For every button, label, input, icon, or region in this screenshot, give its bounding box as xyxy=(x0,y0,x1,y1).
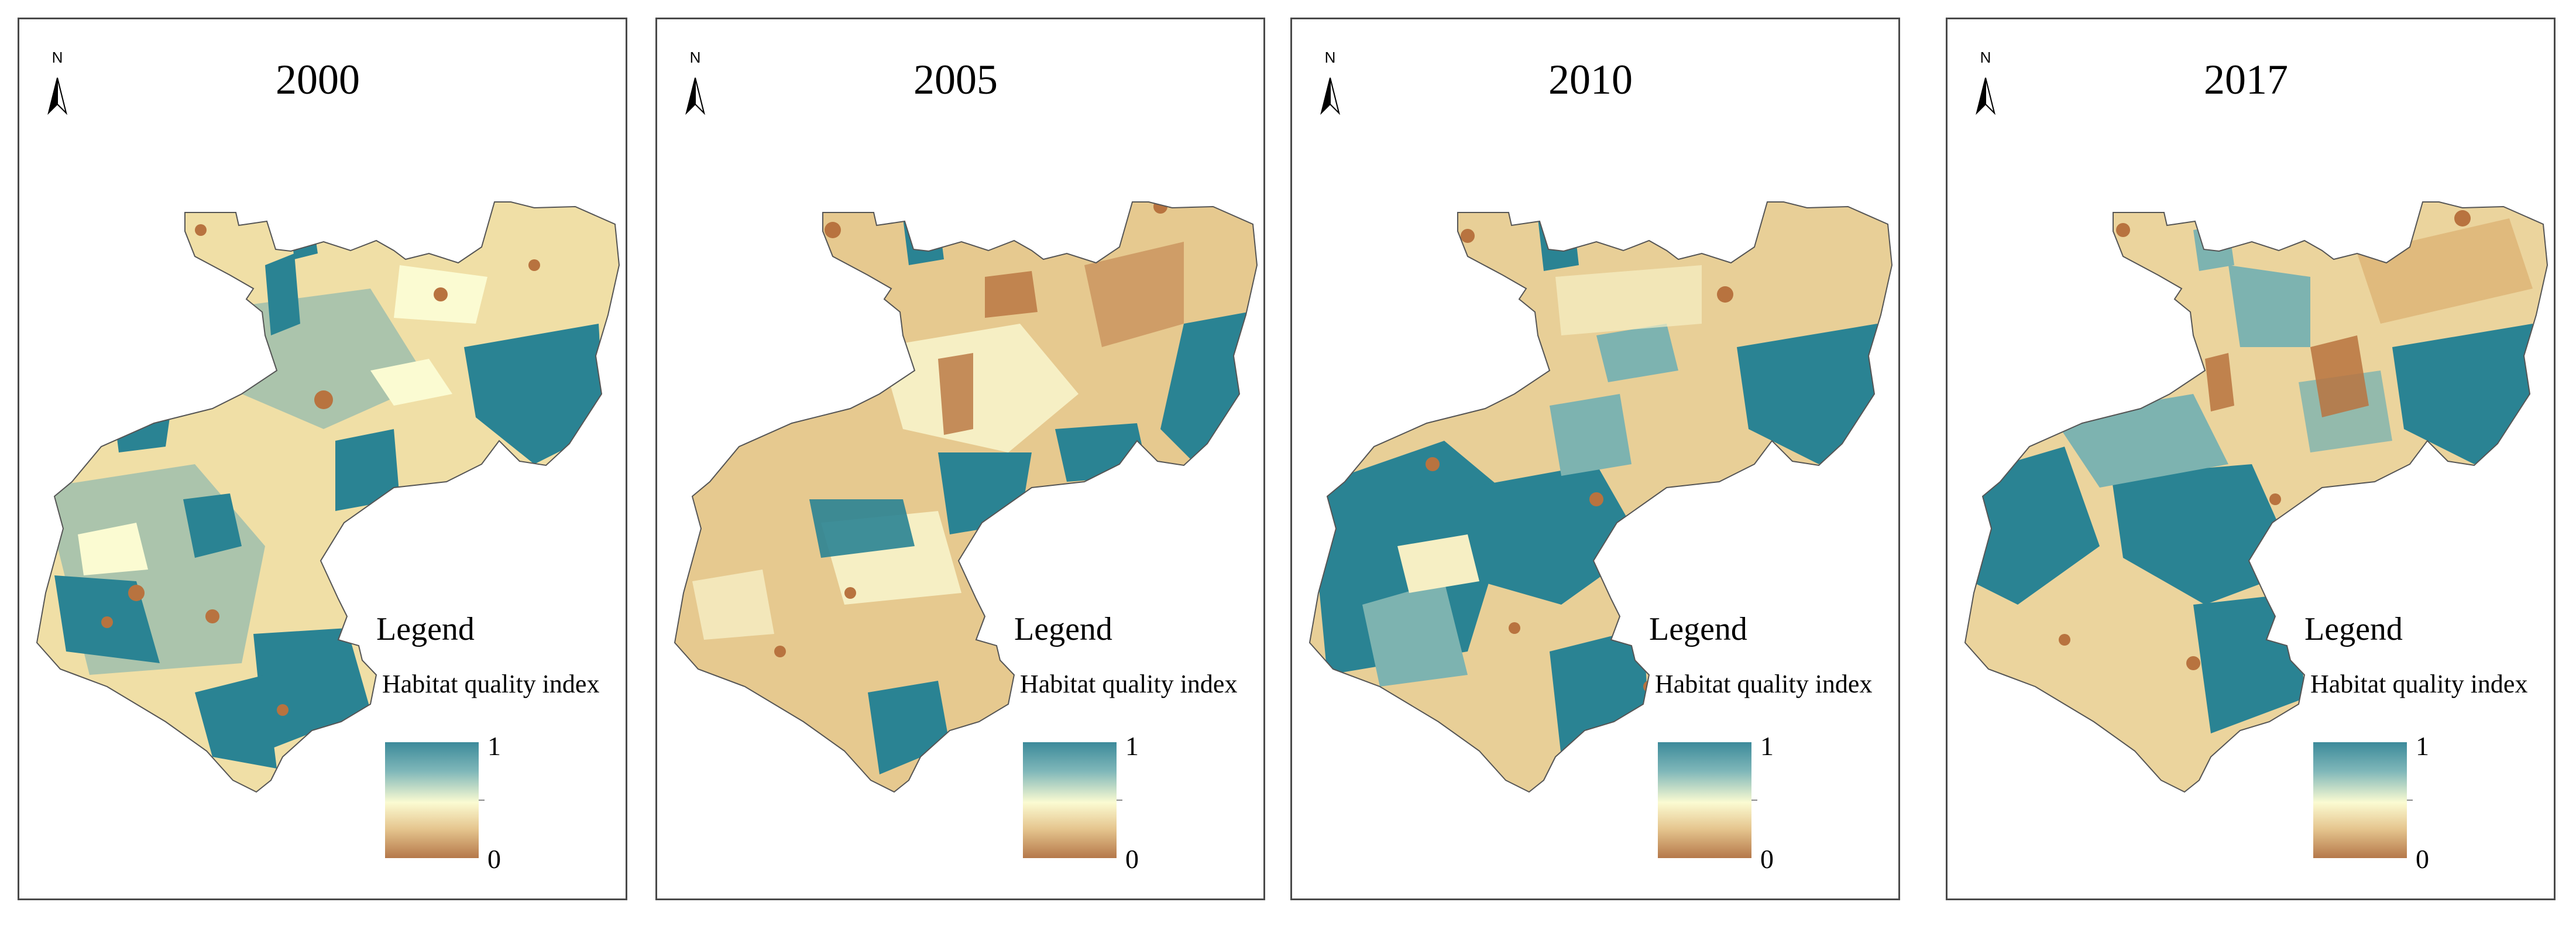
legend-color-ramp xyxy=(2313,742,2407,858)
legend-subtitle: Habitat quality index xyxy=(2310,670,2528,698)
north-label: N xyxy=(1324,49,1336,66)
legend-tick xyxy=(2407,800,2413,801)
legend-color-ramp xyxy=(1023,742,1117,858)
legend-color-ramp xyxy=(385,742,479,858)
map-panel-2017: N 2017 Legend Habitat quality index 1 0 xyxy=(1946,18,2556,900)
legend-tick xyxy=(479,800,485,801)
panel-year-title: 2017 xyxy=(2204,56,2288,103)
legend-subtitle: Habitat quality index xyxy=(1655,670,1873,698)
map-panel-2000: N 2000 Legend Habitat quality index 1 0 xyxy=(18,18,627,900)
legend-max-label: 1 xyxy=(2416,731,2429,761)
legend-tick xyxy=(1751,800,1757,801)
legend-max-label: 1 xyxy=(487,731,501,761)
region-map xyxy=(36,77,620,793)
legend-title: Legend xyxy=(1014,611,1112,647)
panel-year-title: 2005 xyxy=(913,56,998,103)
legend-color-ramp xyxy=(1658,742,1751,858)
legend-min-label: 0 xyxy=(1760,844,1774,874)
region-map xyxy=(674,77,1258,793)
legend-max-label: 1 xyxy=(1125,731,1139,761)
north-label: N xyxy=(689,49,701,66)
legend-min-label: 0 xyxy=(1125,844,1139,874)
north-label: N xyxy=(1980,49,1991,66)
map-panel-2005: N 2005 Legend Habitat quality index 1 0 xyxy=(655,18,1265,900)
legend-subtitle: Habitat quality index xyxy=(1020,670,1238,698)
region-map xyxy=(1308,77,1893,793)
legend-tick xyxy=(1117,800,1122,801)
region-map xyxy=(1964,77,2548,793)
legend-title: Legend xyxy=(1649,611,1747,647)
legend-title: Legend xyxy=(2304,611,2403,647)
legend-max-label: 1 xyxy=(1760,731,1774,761)
legend-subtitle: Habitat quality index xyxy=(382,670,600,698)
panel-year-title: 2010 xyxy=(1548,56,1633,103)
panel-year-title: 2000 xyxy=(276,56,360,103)
legend-min-label: 0 xyxy=(487,844,501,874)
north-label: N xyxy=(51,49,63,66)
legend-min-label: 0 xyxy=(2416,844,2429,874)
legend-title: Legend xyxy=(376,611,475,647)
map-panel-2010: N 2010 Legend Habitat quality index 1 0 xyxy=(1290,18,1900,900)
